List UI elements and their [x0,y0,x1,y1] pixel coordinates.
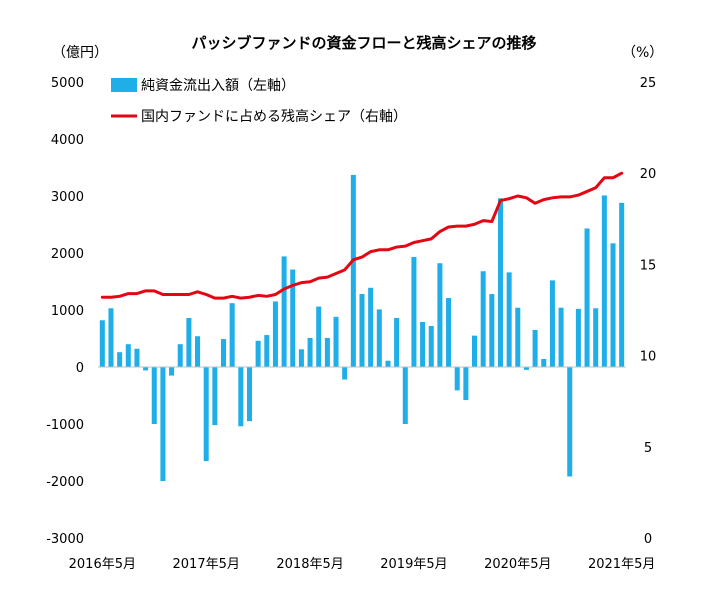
flow-bar [264,335,270,367]
flow-bar [523,367,529,370]
flow-bar [99,320,105,367]
x-tick-label: 2021年5月 [588,557,655,572]
flow-bar [584,228,590,367]
flow-bar [619,202,625,367]
left-tick-label: 1000 [51,304,84,319]
flow-bar [446,298,452,367]
x-tick-label: 2016年5月 [69,557,136,572]
right-tick-label: 20 [640,167,657,182]
flow-bar [497,198,503,367]
flow-bar [394,317,400,367]
flow-bar [601,195,607,367]
flow-bar [402,367,408,424]
left-tick-label: -3000 [46,532,84,547]
flow-bar [195,336,201,367]
legend-item-bars: 純資金流出入額（左軸） [111,78,295,94]
flow-bar [610,243,616,367]
flow-bar [376,309,382,367]
flow-bar [385,360,391,367]
share-line [100,171,624,300]
flow-bar [324,337,330,367]
flow-bar [428,325,434,367]
flow-bar [359,294,365,367]
flow-bar [575,308,581,367]
flow-bar [316,306,322,367]
flow-bar [117,352,123,367]
flow-bar [203,367,209,462]
flow-bar [290,269,296,367]
legend-bar-label: 純資金流出入額（左軸） [141,78,295,94]
flow-bar [342,367,348,380]
flow-bar [506,272,512,367]
flow-bar [480,271,486,367]
x-tick-label: 2018年5月 [276,557,343,572]
x-axis: 2016年5月 2017年5月 2018年5月 2019年5月 2020年5月 2021年… [69,557,656,572]
left-tick-label: 2000 [51,247,84,262]
flow-bar [472,335,478,367]
flow-bar [558,307,564,367]
flow-bar [593,308,599,367]
left-axis-unit: （億円） [52,45,108,61]
flow-bar [255,340,261,367]
flow-bar [151,367,157,424]
chart-title: パッシブファンドの資金フローと残高シェアの推移 [191,34,536,52]
flow-bar [454,367,460,391]
flow-bar [350,174,356,367]
flow-bar [463,367,469,401]
flow-bar [169,367,175,376]
flow-bar [437,263,443,367]
flow-bar [186,317,192,367]
left-tick-label: 4000 [51,133,84,148]
flow-bar [515,307,521,367]
flow-bar [160,367,166,481]
legend-bar-swatch [111,78,137,92]
right-tick-label: 15 [640,258,657,273]
flow-bar [541,359,547,367]
flow-bar [281,256,287,367]
x-tick-label: 2019年5月 [380,557,447,572]
flow-bar [532,329,538,367]
left-tick-label: 5000 [51,76,84,91]
legend-line-label: 国内ファンドに占める残高シェア（右軸） [141,108,407,125]
left-tick-label: -2000 [46,475,84,490]
flow-bar [108,308,114,367]
flow-bar [229,303,235,367]
flow-bar [489,294,495,367]
flow-bar [238,367,244,427]
line-series [100,171,624,300]
left-tick-label: 0 [76,361,84,376]
flow-bar [143,367,149,371]
right-axis-unit: （%） [622,45,663,61]
flow-bar [333,316,339,367]
flow-bar [272,301,278,367]
legend-item-line: 国内ファンドに占める残高シェア（右軸） [111,108,407,125]
flow-bar [368,287,374,367]
flow-bar [411,256,417,367]
left-tick-label: -1000 [46,418,84,433]
left-tick-label: 3000 [51,190,84,205]
flow-bar [307,337,313,367]
right-tick-label: 25 [640,76,657,91]
bar-series [99,174,625,481]
flow-bar [549,280,555,367]
flow-bar [298,349,304,367]
flow-bar [125,344,131,367]
flow-bar [420,321,426,367]
left-axis: 5000 4000 3000 2000 1000 0 -1000 -2000 -3000 [46,76,84,547]
flow-bar [246,367,252,422]
flow-bar [567,367,573,477]
right-tick-label: 0 [644,532,652,547]
right-axis: 25 20 15 10 5 0 [640,76,657,547]
flow-bar [221,339,227,367]
x-tick-label: 2017年5月 [173,557,240,572]
flow-bar [212,367,218,426]
flow-bar [177,344,183,367]
right-tick-label: 10 [640,350,657,365]
legend: 純資金流出入額（左軸） 国内ファンドに占める残高シェア（右軸） [111,78,407,125]
right-tick-label: 5 [644,441,652,456]
flow-bar [134,348,140,367]
x-tick-label: 2020年5月 [484,557,551,572]
